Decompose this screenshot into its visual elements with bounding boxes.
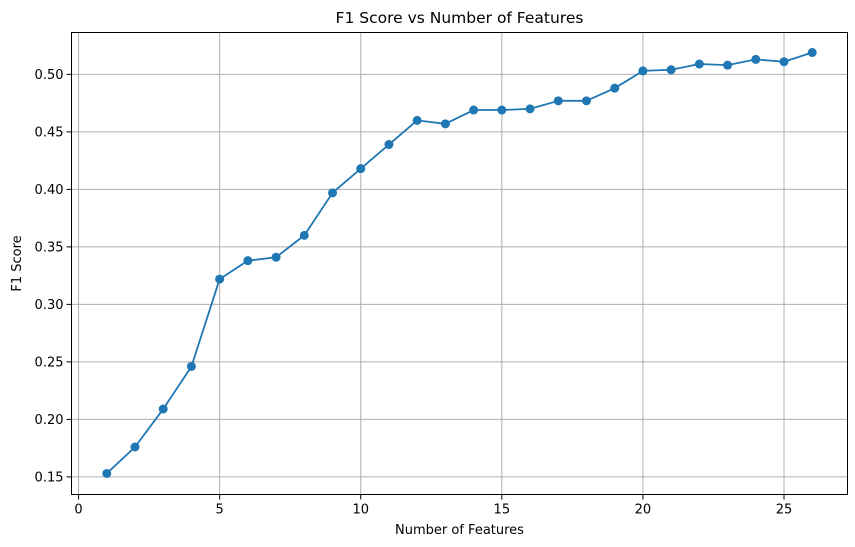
data-point-marker: [638, 66, 648, 76]
y-axis-label: F1 Score: [10, 235, 25, 291]
y-tick-label: 0.30: [35, 298, 64, 313]
data-point-marker: [610, 83, 620, 93]
data-point-marker: [158, 404, 168, 414]
data-point-marker: [328, 188, 338, 198]
chart-title: F1 Score vs Number of Features: [336, 9, 584, 27]
x-tick-label: 20: [635, 503, 652, 518]
y-tick-label: 0.25: [35, 355, 64, 370]
data-point-marker: [751, 54, 761, 64]
x-axis: 0 5 10 15 20 25: [74, 494, 793, 518]
data-point-marker: [581, 96, 591, 106]
y-axis: 0.15 0.20 0.25 0.30 0.35 0.40 0.45 0.50: [35, 68, 72, 485]
data-point-marker: [779, 57, 789, 67]
plot-frame: [71, 32, 848, 495]
marker-layer: [102, 48, 817, 478]
data-point-marker: [130, 442, 140, 452]
data-point-marker: [497, 105, 507, 115]
data-point-marker: [356, 164, 366, 174]
y-tick-label: 0.40: [35, 183, 64, 198]
data-point-marker: [694, 59, 704, 69]
data-point-marker: [384, 140, 394, 150]
y-tick-label: 0.45: [35, 125, 64, 140]
data-point-marker: [102, 468, 112, 478]
series-line: [106, 51, 813, 475]
x-axis-label: Number of Features: [395, 523, 524, 538]
data-point-marker: [299, 230, 309, 240]
data-point-marker: [553, 96, 563, 106]
data-point-marker: [469, 105, 479, 115]
y-tick-label: 0.50: [35, 68, 64, 83]
x-tick-label: 5: [216, 503, 224, 518]
data-point-marker: [215, 274, 225, 284]
x-tick-label: 25: [776, 503, 793, 518]
data-point-marker: [525, 104, 535, 114]
data-point-marker: [412, 115, 422, 125]
data-point-marker: [807, 48, 817, 58]
y-tick-label: 0.35: [35, 240, 64, 255]
y-tick-label: 0.15: [35, 470, 64, 485]
series-line-layer: [106, 51, 813, 475]
data-point-marker: [186, 361, 196, 371]
x-tick-label: 10: [352, 503, 369, 518]
data-point-marker: [666, 65, 676, 75]
grid-layer: [71, 32, 848, 495]
x-tick-label: 0: [74, 503, 82, 518]
data-point-marker: [243, 256, 253, 266]
y-tick-label: 0.20: [35, 413, 64, 428]
x-tick-label: 15: [494, 503, 511, 518]
data-point-marker: [723, 60, 733, 70]
data-point-marker: [271, 252, 281, 262]
data-point-marker: [440, 119, 450, 129]
